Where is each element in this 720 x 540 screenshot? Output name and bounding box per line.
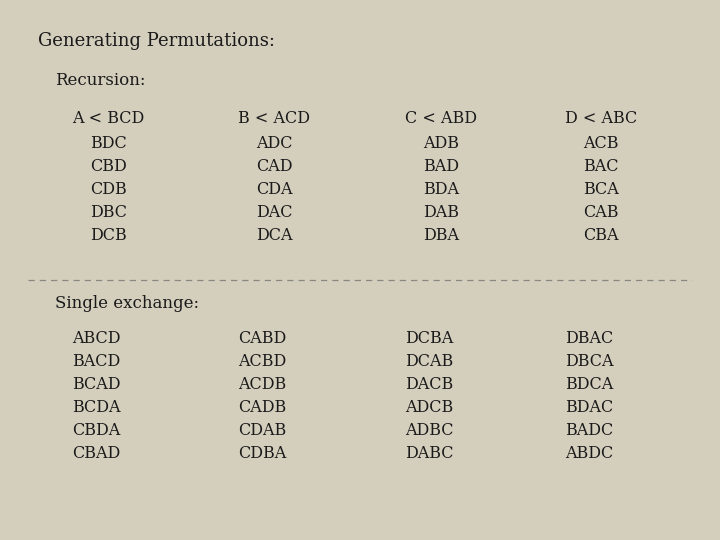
Text: A < BCD: A < BCD	[72, 110, 144, 127]
Text: BDA: BDA	[423, 181, 459, 198]
Text: CBD: CBD	[90, 158, 127, 175]
Text: ACBD: ACBD	[238, 353, 287, 370]
Text: BACD: BACD	[72, 353, 120, 370]
Text: BCAD: BCAD	[72, 376, 120, 393]
Text: BDC: BDC	[90, 135, 127, 152]
Text: DACB: DACB	[405, 376, 454, 393]
Text: BDAC: BDAC	[565, 399, 613, 416]
Text: DBC: DBC	[90, 204, 127, 221]
Text: BDCA: BDCA	[565, 376, 613, 393]
Text: BCDA: BCDA	[72, 399, 120, 416]
Text: CBDA: CBDA	[72, 422, 120, 439]
Text: CDAB: CDAB	[238, 422, 287, 439]
Text: CBA: CBA	[583, 227, 618, 244]
Text: DAB: DAB	[423, 204, 459, 221]
Text: CDA: CDA	[256, 181, 292, 198]
Text: CAD: CAD	[256, 158, 292, 175]
Text: ADB: ADB	[423, 135, 459, 152]
Text: B < ACD: B < ACD	[238, 110, 310, 127]
Text: D < ABC: D < ABC	[565, 110, 637, 127]
Text: DABC: DABC	[405, 445, 454, 462]
Text: CABD: CABD	[238, 330, 287, 347]
Text: DCB: DCB	[90, 227, 127, 244]
Text: ADCB: ADCB	[405, 399, 454, 416]
Text: CAB: CAB	[583, 204, 618, 221]
Text: C < ABD: C < ABD	[405, 110, 477, 127]
Text: DCA: DCA	[256, 227, 292, 244]
Text: CDBA: CDBA	[238, 445, 287, 462]
Text: ACDB: ACDB	[238, 376, 287, 393]
Text: DBA: DBA	[423, 227, 459, 244]
Text: BCA: BCA	[583, 181, 618, 198]
Text: ADC: ADC	[256, 135, 292, 152]
Text: DCAB: DCAB	[405, 353, 454, 370]
Text: BAC: BAC	[583, 158, 618, 175]
Text: DBAC: DBAC	[565, 330, 613, 347]
Text: ADBC: ADBC	[405, 422, 454, 439]
Text: DAC: DAC	[256, 204, 292, 221]
Text: ABDC: ABDC	[565, 445, 613, 462]
Text: Recursion:: Recursion:	[55, 72, 145, 89]
Text: ACB: ACB	[583, 135, 618, 152]
Text: CBAD: CBAD	[72, 445, 120, 462]
Text: BAD: BAD	[423, 158, 459, 175]
Text: CADB: CADB	[238, 399, 287, 416]
Text: DBCA: DBCA	[565, 353, 613, 370]
Text: DCBA: DCBA	[405, 330, 454, 347]
Text: CDB: CDB	[90, 181, 127, 198]
Text: BADC: BADC	[565, 422, 613, 439]
Text: Single exchange:: Single exchange:	[55, 295, 199, 312]
Text: Generating Permutations:: Generating Permutations:	[38, 32, 275, 50]
Text: ABCD: ABCD	[72, 330, 120, 347]
